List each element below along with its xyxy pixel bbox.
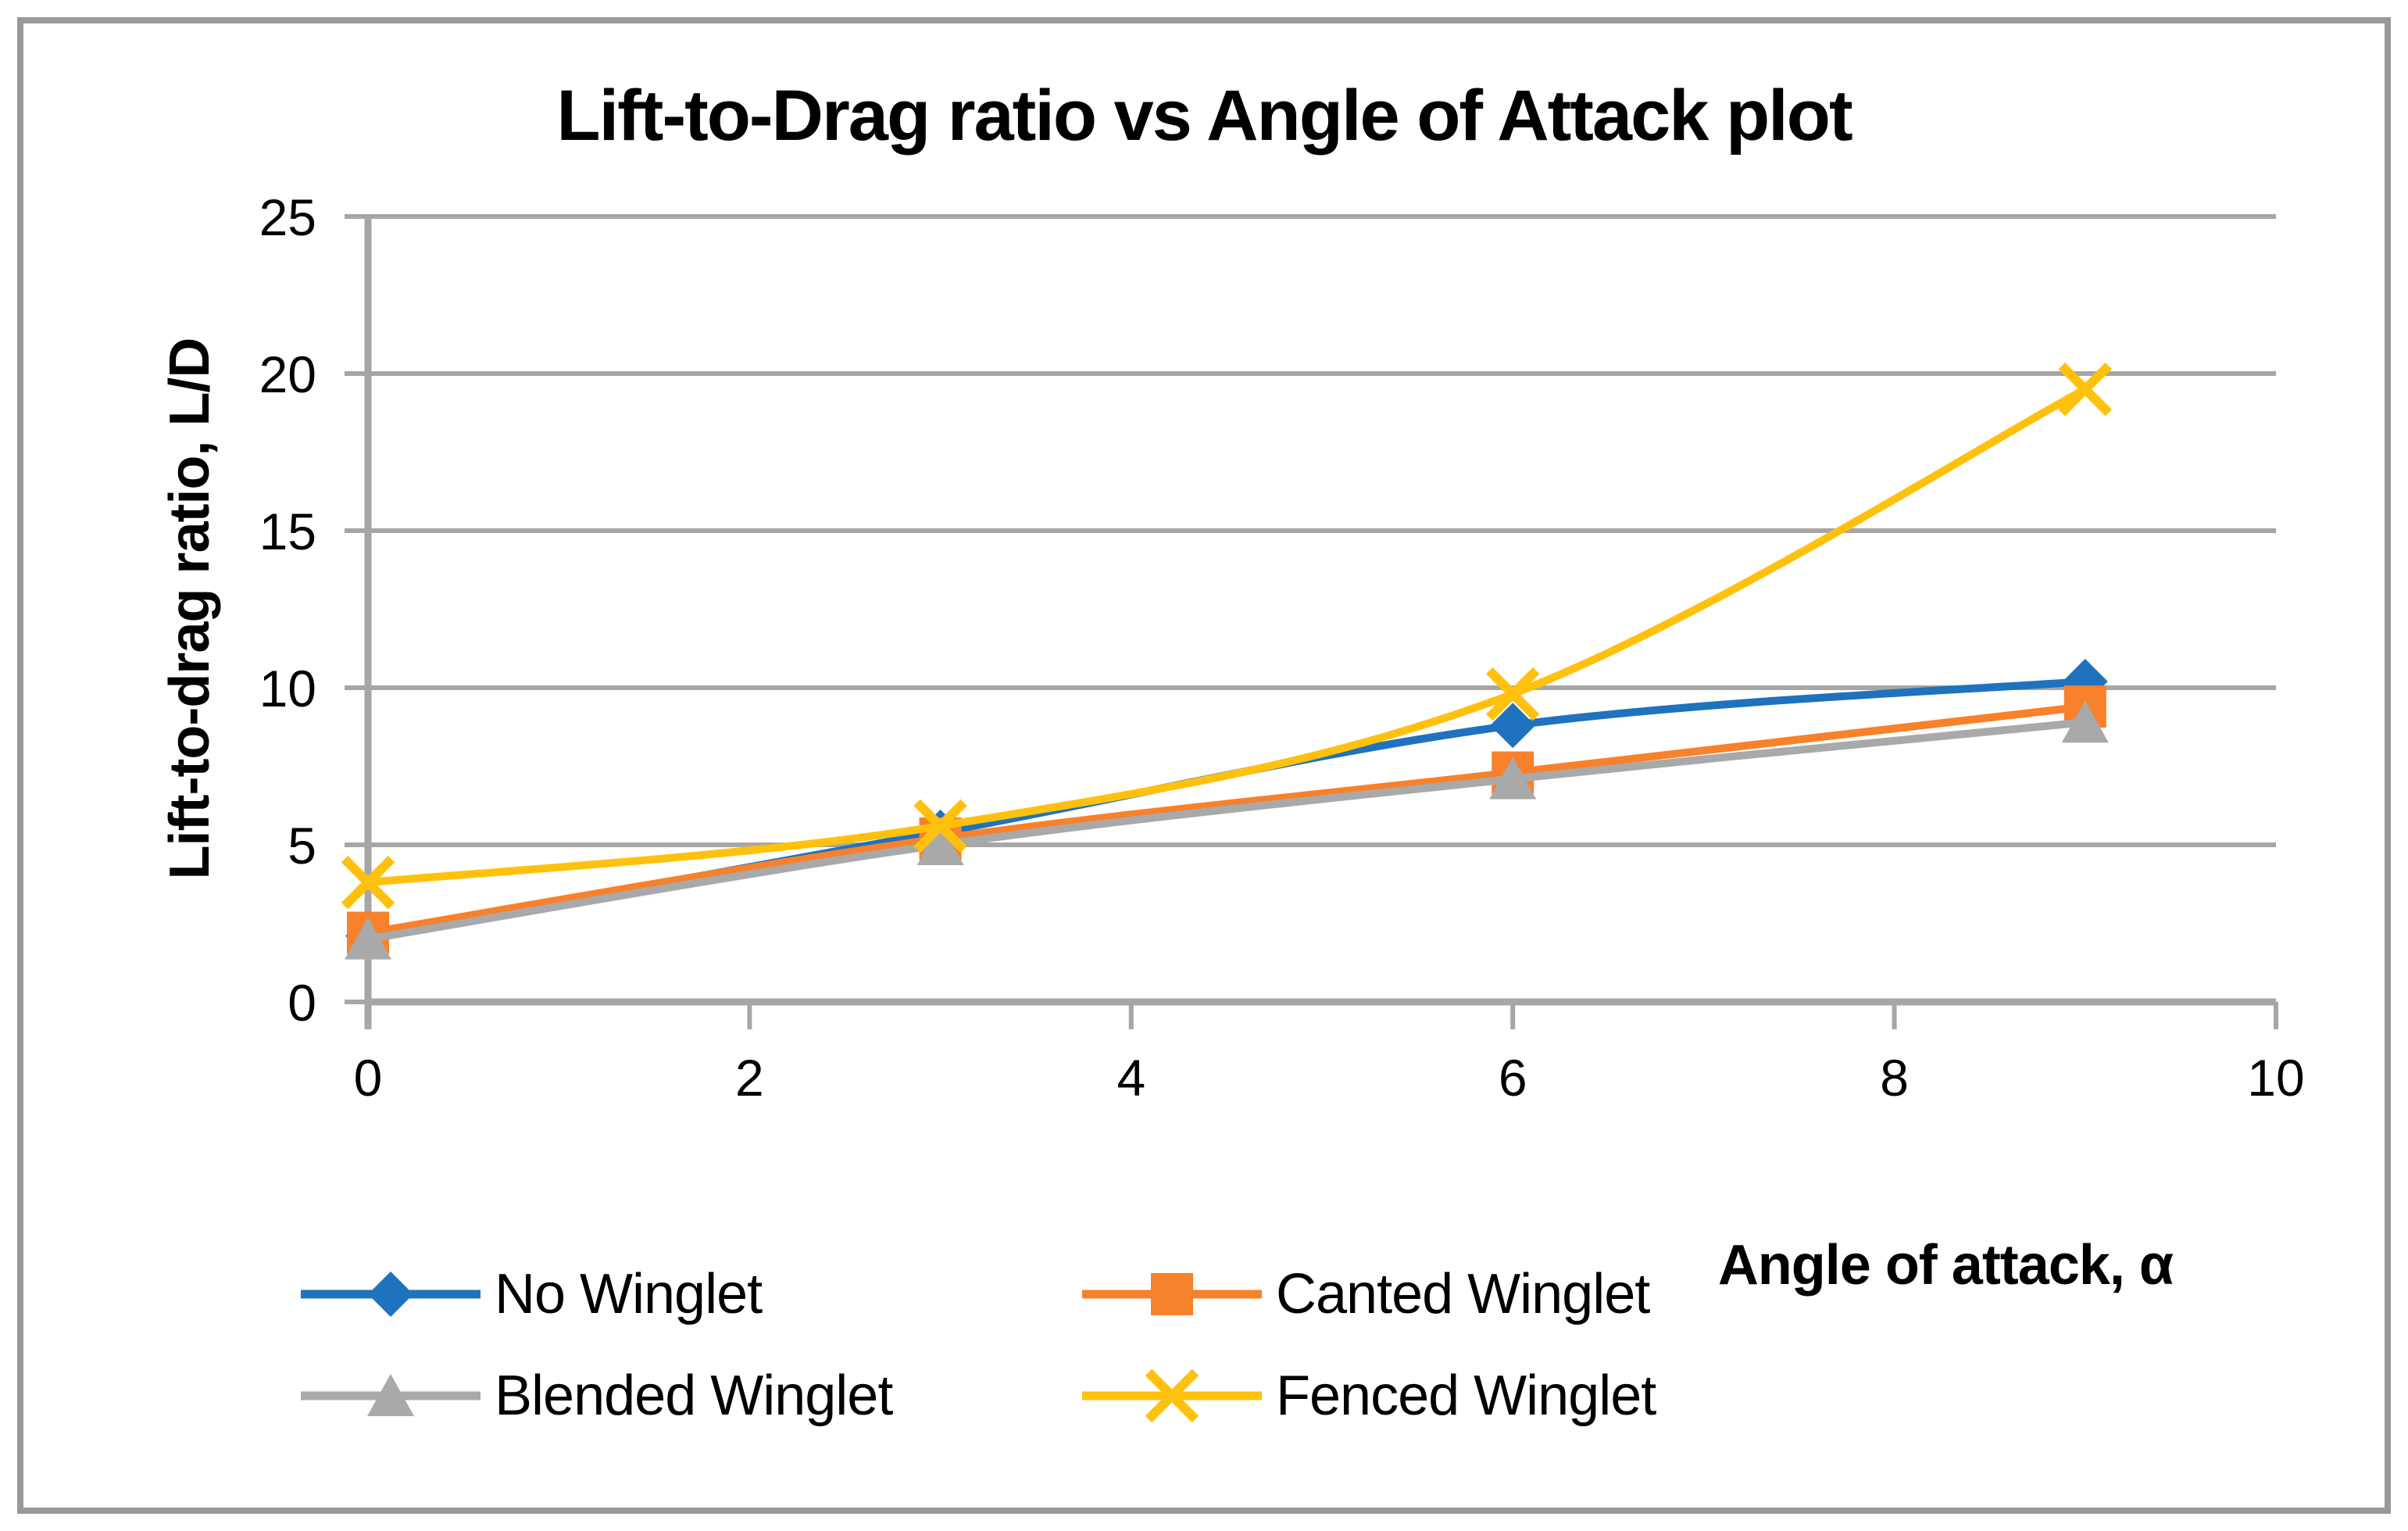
x-tick-label: 0: [354, 1049, 383, 1107]
x-tick-label: 10: [2247, 1049, 2304, 1107]
x-tick-label: 4: [1116, 1049, 1145, 1107]
legend-label: No Winglet: [495, 1263, 763, 1325]
marker-fenced-winglet: [2058, 362, 2113, 417]
legend-item-blended-winglet: Blended Winglet: [301, 1361, 893, 1431]
marker-fenced-winglet: [1485, 667, 1540, 721]
x-tick-label: 8: [1880, 1049, 1909, 1107]
legend-label: Fenced Winglet: [1276, 1365, 1656, 1427]
chart-title: Lift-to-Drag ratio vs Angle of Attack pl…: [556, 76, 1852, 156]
y-tick-label: 0: [288, 974, 316, 1032]
blended-winglet-marker-icon: [301, 1374, 481, 1416]
series-line-fenced-winglet: [364, 385, 2089, 887]
canted-winglet-marker-icon: [1082, 1273, 1262, 1315]
x-axis-title: Angle of attack, α: [1717, 1234, 2174, 1297]
y-tick-label: 5: [288, 817, 316, 875]
series-line-canted-winglet: [364, 703, 2089, 937]
x-tick-label: 6: [1499, 1049, 1527, 1107]
marker-blended-winglet: [2061, 700, 2109, 743]
y-tick-label: 15: [259, 503, 316, 560]
fenced-winglet-marker-icon: [1082, 1368, 1262, 1423]
legend-label: Canted Winglet: [1276, 1263, 1650, 1325]
no-winglet-marker-icon: [301, 1272, 481, 1317]
series-line-blended-winglet: [364, 718, 2089, 943]
marker-fenced-winglet: [341, 855, 395, 910]
marker-fenced-winglet: [913, 799, 967, 853]
x-tick-label: 2: [735, 1049, 764, 1107]
marker-blended-winglet: [345, 917, 391, 960]
y-tick-label: 20: [259, 345, 316, 403]
marker-blended-winglet: [1489, 757, 1537, 799]
y-tick-label: 25: [259, 188, 316, 246]
marker-blended-winglet: [916, 823, 964, 865]
legend-label: Blended Winglet: [495, 1365, 893, 1427]
legend-item-fenced-winglet: Fenced Winglet: [1082, 1361, 1656, 1431]
legend-item-canted-winglet: Canted Winglet: [1082, 1259, 1650, 1329]
legend-item-no-winglet: No Winglet: [301, 1259, 763, 1329]
chart-border: [17, 17, 2391, 1514]
y-tick-label: 10: [259, 660, 316, 717]
marker-no-winglet: [1490, 703, 1536, 749]
